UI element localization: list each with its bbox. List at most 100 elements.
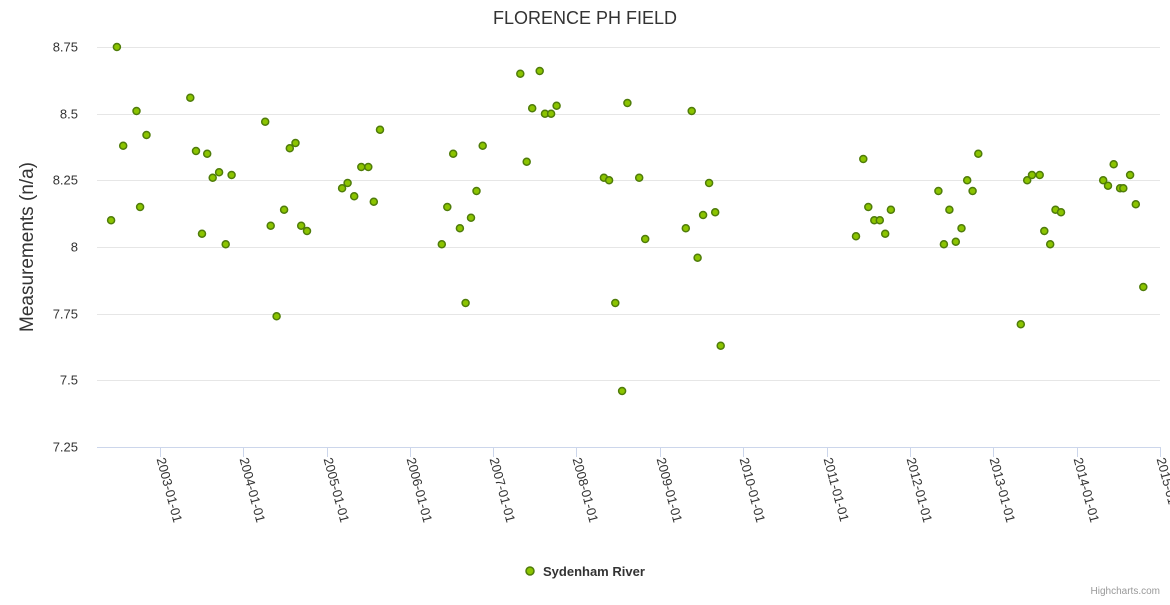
- data-point[interactable]: [118, 141, 128, 150]
- y-tick-label: 7.75: [53, 307, 78, 322]
- data-point[interactable]: [1035, 170, 1044, 180]
- data-point[interactable]: [285, 144, 295, 153]
- data-point[interactable]: [1056, 208, 1066, 217]
- data-point[interactable]: [364, 162, 373, 172]
- data-point[interactable]: [957, 224, 966, 233]
- data-point[interactable]: [279, 205, 289, 214]
- data-point[interactable]: [1098, 176, 1108, 185]
- data-point[interactable]: [623, 98, 632, 108]
- data-point[interactable]: [974, 149, 983, 158]
- data-point[interactable]: [1131, 200, 1141, 209]
- data-point[interactable]: [132, 106, 141, 116]
- legend-item-label[interactable]: Sydenham River: [543, 564, 645, 579]
- x-tick-label: 2008-01-01: [570, 456, 602, 524]
- data-point[interactable]: [886, 205, 896, 214]
- data-point[interactable]: [302, 226, 312, 236]
- data-point[interactable]: [851, 232, 861, 241]
- data-point[interactable]: [1022, 176, 1032, 185]
- data-point[interactable]: [135, 202, 145, 212]
- data-point[interactable]: [951, 237, 961, 246]
- data-point[interactable]: [357, 162, 366, 172]
- data-point[interactable]: [142, 130, 151, 140]
- data-point[interactable]: [681, 224, 691, 233]
- data-point[interactable]: [227, 170, 236, 180]
- legend[interactable]: Sydenham River: [525, 564, 645, 579]
- data-points: [106, 42, 1148, 396]
- data-point[interactable]: [197, 229, 207, 238]
- x-tick-label: 2006-01-01: [404, 456, 436, 524]
- data-point[interactable]: [704, 178, 714, 188]
- data-point[interactable]: [461, 298, 470, 308]
- data-point[interactable]: [864, 202, 873, 212]
- data-point[interactable]: [260, 117, 270, 126]
- data-point[interactable]: [478, 141, 487, 150]
- data-point[interactable]: [516, 69, 525, 78]
- data-point[interactable]: [1109, 160, 1118, 169]
- data-point[interactable]: [604, 176, 614, 185]
- data-point[interactable]: [202, 149, 212, 158]
- data-point[interactable]: [343, 178, 352, 188]
- data-point[interactable]: [443, 202, 452, 212]
- x-tick-label: 2007-01-01: [487, 456, 519, 524]
- data-point[interactable]: [939, 240, 949, 249]
- data-point[interactable]: [186, 93, 195, 102]
- data-point[interactable]: [698, 210, 708, 220]
- data-point[interactable]: [1139, 282, 1148, 292]
- chart-title: FLORENCE PH FIELD: [493, 8, 677, 28]
- data-point[interactable]: [266, 221, 275, 230]
- data-point[interactable]: [466, 213, 476, 222]
- data-point[interactable]: [1016, 320, 1026, 329]
- data-point[interactable]: [875, 216, 885, 225]
- data-point[interactable]: [634, 173, 644, 182]
- data-point[interactable]: [349, 192, 359, 201]
- data-point[interactable]: [693, 253, 702, 262]
- data-point[interactable]: [337, 184, 347, 193]
- data-point[interactable]: [369, 197, 379, 206]
- y-tick-label: 8.75: [53, 40, 78, 55]
- data-point[interactable]: [710, 208, 720, 217]
- data-point[interactable]: [968, 186, 977, 196]
- data-point[interactable]: [880, 229, 890, 238]
- data-point[interactable]: [1125, 170, 1135, 180]
- data-point[interactable]: [455, 224, 465, 233]
- data-point[interactable]: [191, 146, 201, 156]
- data-point[interactable]: [1027, 170, 1037, 180]
- data-point[interactable]: [617, 386, 627, 396]
- data-point[interactable]: [522, 157, 531, 166]
- data-point[interactable]: [1119, 184, 1128, 193]
- data-point[interactable]: [296, 221, 306, 230]
- data-point[interactable]: [448, 149, 458, 158]
- data-point[interactable]: [214, 168, 224, 177]
- data-point[interactable]: [687, 106, 696, 116]
- data-point[interactable]: [962, 176, 972, 185]
- data-point[interactable]: [1103, 181, 1113, 190]
- x-tick-label: 2014-01-01: [1071, 456, 1103, 524]
- data-point[interactable]: [472, 186, 481, 196]
- data-point[interactable]: [535, 66, 544, 76]
- data-point[interactable]: [375, 125, 385, 134]
- data-point[interactable]: [106, 216, 116, 225]
- data-point[interactable]: [291, 138, 300, 148]
- data-point[interactable]: [272, 312, 281, 321]
- data-point[interactable]: [112, 42, 122, 52]
- data-point[interactable]: [552, 101, 561, 110]
- x-tick-label: 2010-01-01: [737, 456, 769, 524]
- data-point[interactable]: [611, 298, 620, 308]
- data-point[interactable]: [546, 109, 556, 118]
- data-point[interactable]: [437, 240, 447, 249]
- y-tick-label: 8.5: [60, 107, 78, 122]
- data-point[interactable]: [1040, 226, 1049, 236]
- data-point[interactable]: [640, 234, 650, 244]
- data-point[interactable]: [208, 173, 217, 182]
- y-gridlines: [97, 47, 1160, 381]
- data-point[interactable]: [859, 154, 868, 164]
- data-point[interactable]: [716, 341, 725, 350]
- data-point[interactable]: [221, 240, 230, 249]
- data-point[interactable]: [945, 205, 954, 214]
- data-point[interactable]: [934, 186, 943, 196]
- data-point[interactable]: [527, 104, 537, 113]
- credits-link[interactable]: Highcharts.com: [1091, 586, 1160, 597]
- data-point[interactable]: [1045, 240, 1055, 249]
- y-tick-label: 8: [71, 240, 78, 255]
